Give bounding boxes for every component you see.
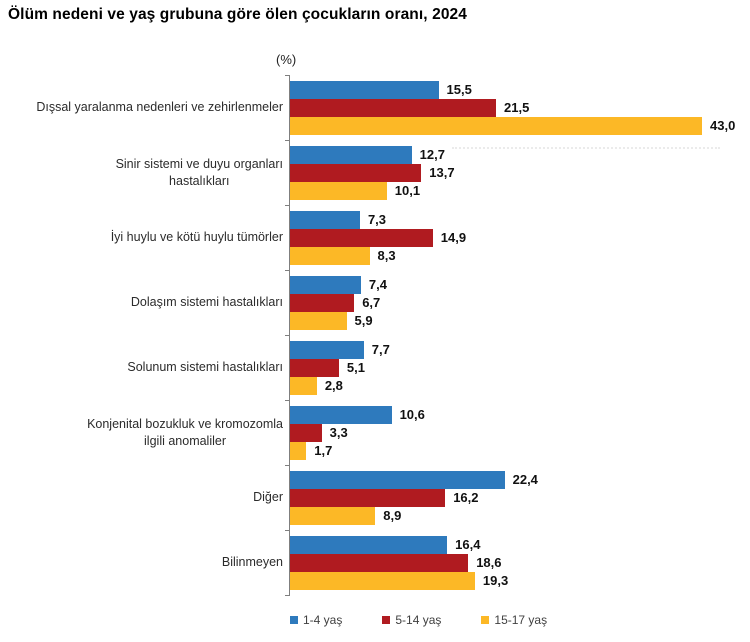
value-label: 8,3 xyxy=(377,247,396,263)
bar-15-17-yaş xyxy=(290,246,370,265)
category-label: Konjenital bozukluk ve kromozomla ilgili… xyxy=(87,417,283,448)
axis-tick xyxy=(285,595,290,596)
bar-5-14-yaş xyxy=(290,423,322,442)
bar-5-14-yaş xyxy=(290,358,339,377)
bar-chart: Dışsal yaralanma nedenleri ve zehirlenme… xyxy=(0,75,750,596)
bar-5-14-yaş xyxy=(290,488,446,507)
bar-1-4-yaş xyxy=(290,80,439,99)
category-cell: Dolaşım sistemi hastalıkları xyxy=(0,270,283,335)
legend-label: 5-14 yaş xyxy=(395,613,442,627)
bar-15-17-yaş xyxy=(290,441,307,460)
bar-15-17-yaş xyxy=(290,376,317,395)
legend-swatch-15-17-icon xyxy=(481,616,490,624)
bar-15-17-yaş xyxy=(290,571,475,590)
legend-label: 15-17 yaş xyxy=(494,613,548,627)
bar-1-4-yaş xyxy=(290,340,364,359)
value-label: 3,3 xyxy=(329,424,348,440)
category-cell: İyi huylu ve kötü huylu tümörler xyxy=(0,205,283,270)
legend: 1-4 yaş 5-14 yaş 15-17 yaş xyxy=(290,612,547,628)
bar-15-17-yaş xyxy=(290,506,376,525)
axis-tick xyxy=(285,335,290,336)
axis-tick xyxy=(285,400,290,401)
value-label: 1,7 xyxy=(314,442,333,458)
bar-15-17-yaş xyxy=(290,181,387,200)
bar-5-14-yaş xyxy=(290,98,496,117)
bar-group: Konjenital bozukluk ve kromozomla ilgili… xyxy=(0,400,750,465)
axis-tick xyxy=(285,530,290,531)
legend-item-5-14: 5-14 yaş xyxy=(382,613,441,627)
value-label: 22,4 xyxy=(512,471,538,487)
value-label: 7,3 xyxy=(367,211,387,227)
category-label: Dışsal yaralanma nedenleri ve zehirlenme… xyxy=(36,100,283,115)
bar-1-4-yaş xyxy=(290,275,361,294)
value-label: 43,0 xyxy=(710,117,736,133)
category-cell: Solunum sistemi hastalıkları xyxy=(0,335,283,400)
legend-swatch-5-14-icon xyxy=(382,616,391,624)
value-label: 16,4 xyxy=(455,536,481,552)
category-label: İyi huylu ve kötü huylu tümörler xyxy=(110,230,283,245)
bar-15-17-yaş xyxy=(290,311,347,330)
category-cell: Diğer xyxy=(0,465,283,530)
category-label: Sinir sistemi ve duyu organları hastalık… xyxy=(115,157,283,188)
value-label: 5,1 xyxy=(346,359,365,375)
value-label: 21,5 xyxy=(504,99,530,115)
bar-1-4-yaş xyxy=(290,210,360,229)
bar-5-14-yaş xyxy=(290,228,433,247)
value-label: 19,3 xyxy=(482,572,509,588)
value-label: 13,7 xyxy=(429,164,455,180)
category-cell: Bilinmeyen xyxy=(0,530,283,595)
axis-tick xyxy=(285,140,290,141)
category-label: Dolaşım sistemi hastalıkları xyxy=(130,295,283,310)
category-cell: Sinir sistemi ve duyu organları hastalık… xyxy=(0,140,283,205)
bar-5-14-yaş xyxy=(290,553,469,572)
bar-15-17-yaş xyxy=(290,116,702,135)
bar-5-14-yaş xyxy=(290,293,355,312)
bar-group: Sinir sistemi ve duyu organları hastalık… xyxy=(0,140,750,205)
legend-swatch-1-4-icon xyxy=(290,616,298,624)
value-label: 2,8 xyxy=(324,377,343,393)
bar-group: Bilinmeyen 16,4 18,6 19,3 xyxy=(0,530,750,595)
bar-1-4-yaş xyxy=(290,405,392,424)
category-cell: Konjenital bozukluk ve kromozomla ilgili… xyxy=(0,400,283,465)
value-label: 18,6 xyxy=(476,554,502,570)
bar-group: Dolaşım sistemi hastalıkları 7,4 6,7 5,9 xyxy=(0,270,750,335)
axis-tick xyxy=(285,465,290,466)
bar-5-14-yaş xyxy=(290,163,422,182)
category-label: Diğer xyxy=(253,490,283,505)
bar-group: Solunum sistemi hastalıkları 7,7 5,1 2,8 xyxy=(0,335,750,400)
legend-item-1-4: 1-4 yaş xyxy=(290,613,342,627)
legend-label: 1-4 yaş xyxy=(303,613,343,627)
bar-1-4-yaş xyxy=(290,535,448,554)
value-label: 7,4 xyxy=(368,276,387,292)
value-label: 7,7 xyxy=(371,341,390,357)
value-label: 15,5 xyxy=(446,81,472,97)
unit-label: (%) xyxy=(276,52,297,67)
bar-group: Diğer 22,4 16,2 8,9 xyxy=(0,465,750,530)
value-label: 8,9 xyxy=(383,507,402,523)
axis-tick xyxy=(285,75,290,76)
watermark-dotted-line xyxy=(452,147,720,149)
value-label: 10,6 xyxy=(399,406,425,422)
bar-1-4-yaş xyxy=(290,470,505,489)
value-label: 5,9 xyxy=(354,312,373,328)
bar-group: Dışsal yaralanma nedenleri ve zehirlenme… xyxy=(0,75,750,140)
value-label: 6,7 xyxy=(362,294,381,310)
category-cell: Dışsal yaralanma nedenleri ve zehirlenme… xyxy=(0,75,283,140)
category-label: Bilinmeyen xyxy=(221,555,283,570)
value-label: 16,2 xyxy=(453,489,479,505)
bar-group: İyi huylu ve kötü huylu tümörler 7,3 14,9 8… xyxy=(0,205,750,270)
axis-tick xyxy=(285,205,290,206)
bar-1-4-yaş xyxy=(290,145,412,164)
category-label: Solunum sistemi hastalıkları xyxy=(127,360,283,375)
page-title: Ölüm nedeni ve yaş grubuna göre ölen çoc… xyxy=(8,6,467,23)
value-label: 12,7 xyxy=(419,146,445,162)
value-label: 10,1 xyxy=(394,182,421,198)
axis-tick xyxy=(285,270,290,271)
value-label: 14,9 xyxy=(440,229,467,245)
legend-item-15-17: 15-17 yaş xyxy=(481,613,547,627)
